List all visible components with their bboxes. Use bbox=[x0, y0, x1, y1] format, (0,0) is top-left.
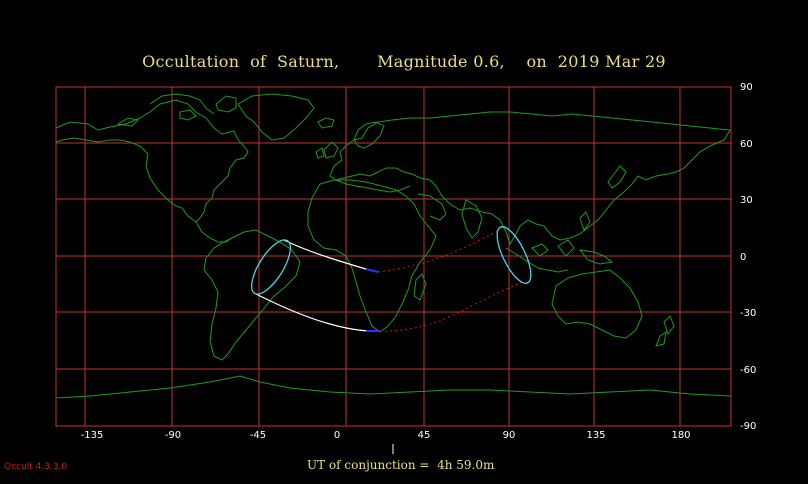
south-america-coast bbox=[203, 229, 301, 361]
y-tick-label: -90 bbox=[740, 421, 757, 432]
x-tick-label: -45 bbox=[249, 430, 267, 441]
africa-coast bbox=[307, 179, 437, 333]
grid-lines bbox=[56, 87, 731, 426]
central-america-coast bbox=[195, 221, 233, 243]
x-tick-label: 180 bbox=[671, 430, 691, 441]
x-tick-label: -90 bbox=[164, 430, 182, 441]
y-tick-label: 30 bbox=[740, 195, 753, 206]
y-tick-label: 0 bbox=[740, 252, 747, 263]
mediterranean-coast bbox=[335, 179, 411, 193]
eastern-rise-set-curve bbox=[496, 226, 532, 284]
x-tick-label: 0 bbox=[333, 430, 341, 441]
antarctica-coast bbox=[55, 375, 732, 399]
northern-limit-end bbox=[365, 268, 379, 273]
eurasia-coast bbox=[329, 111, 731, 246]
y-tick-label: -60 bbox=[740, 365, 757, 376]
map-title: Occultation of Saturn, Magnitude 0.6, on… bbox=[142, 52, 666, 71]
southern-limit-line bbox=[255, 293, 374, 332]
coastlines bbox=[55, 93, 732, 399]
y-tick-label: -30 bbox=[740, 308, 757, 319]
arabia-india-coast bbox=[417, 193, 483, 239]
british-isles-coast bbox=[315, 141, 339, 159]
australia-coast bbox=[551, 269, 643, 339]
greenland-coast bbox=[237, 93, 315, 141]
scandinavia-coast bbox=[353, 121, 385, 149]
southern-limit-continuation bbox=[379, 281, 523, 332]
occultation-path bbox=[251, 226, 532, 332]
y-tick-label: 60 bbox=[740, 139, 753, 150]
x-tick-label: 90 bbox=[502, 430, 516, 441]
conjunction-time-label: UT of conjunction = 4h 59.0m bbox=[307, 458, 495, 472]
western-rise-set-curve bbox=[251, 239, 291, 295]
madagascar-coast bbox=[413, 273, 427, 301]
x-tick-label: 135 bbox=[586, 430, 606, 441]
japan-coast bbox=[579, 165, 627, 232]
iceland-coast bbox=[317, 117, 335, 129]
north-america-coast bbox=[55, 99, 249, 223]
y-tick-label: 90 bbox=[740, 82, 753, 93]
x-tick-label: 45 bbox=[417, 430, 431, 441]
indonesia-coast bbox=[505, 239, 614, 273]
new-zealand-coast bbox=[655, 315, 675, 347]
arctic-islands-coast bbox=[116, 93, 237, 127]
northern-limit-continuation bbox=[377, 229, 501, 273]
northern-limit-line bbox=[283, 239, 374, 272]
x-tick-label: -135 bbox=[80, 430, 104, 441]
software-version: Occult 4.3.3.0 bbox=[4, 462, 68, 472]
